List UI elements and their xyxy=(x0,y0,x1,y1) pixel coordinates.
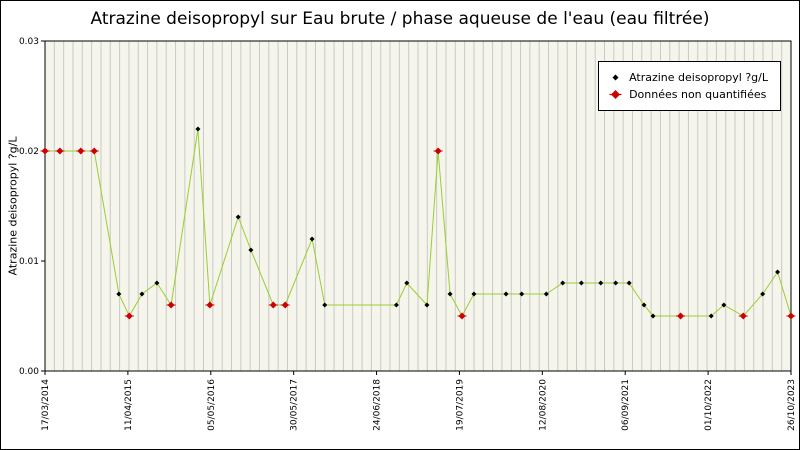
legend-item-non-quantified: Données non quantifiées xyxy=(609,86,768,103)
legend-label-quantified: Atrazine deisopropyl ?g/L xyxy=(629,71,768,84)
svg-text:0.00: 0.00 xyxy=(19,367,39,377)
legend-item-quantified: Atrazine deisopropyl ?g/L xyxy=(609,69,768,86)
svg-text:17/03/2014: 17/03/2014 xyxy=(41,379,51,431)
svg-text:01/10/2022: 01/10/2022 xyxy=(704,379,714,431)
svg-text:30/05/2017: 30/05/2017 xyxy=(290,379,300,431)
black-diamond-marker-icon xyxy=(609,71,622,84)
red-diamond-strike-marker-icon xyxy=(609,88,622,101)
legend: Atrazine deisopropyl ?g/L Données non qu… xyxy=(598,61,781,111)
chart-title: Atrazine deisopropyl sur Eau brute / pha… xyxy=(90,9,710,29)
svg-text:12/08/2020: 12/08/2020 xyxy=(538,379,548,431)
svg-text:05/05/2016: 05/05/2016 xyxy=(207,379,217,431)
svg-text:24/06/2018: 24/06/2018 xyxy=(373,379,383,431)
svg-text:0.02: 0.02 xyxy=(19,147,39,157)
svg-text:19/07/2019: 19/07/2019 xyxy=(455,379,465,431)
svg-text:0.03: 0.03 xyxy=(19,37,39,47)
svg-text:11/04/2015: 11/04/2015 xyxy=(124,379,134,431)
svg-text:0.01: 0.01 xyxy=(19,257,39,267)
svg-text:26/10/2023: 26/10/2023 xyxy=(787,379,797,431)
svg-text:06/09/2021: 06/09/2021 xyxy=(621,379,631,431)
legend-label-non-quantified: Données non quantifiées xyxy=(629,88,767,101)
